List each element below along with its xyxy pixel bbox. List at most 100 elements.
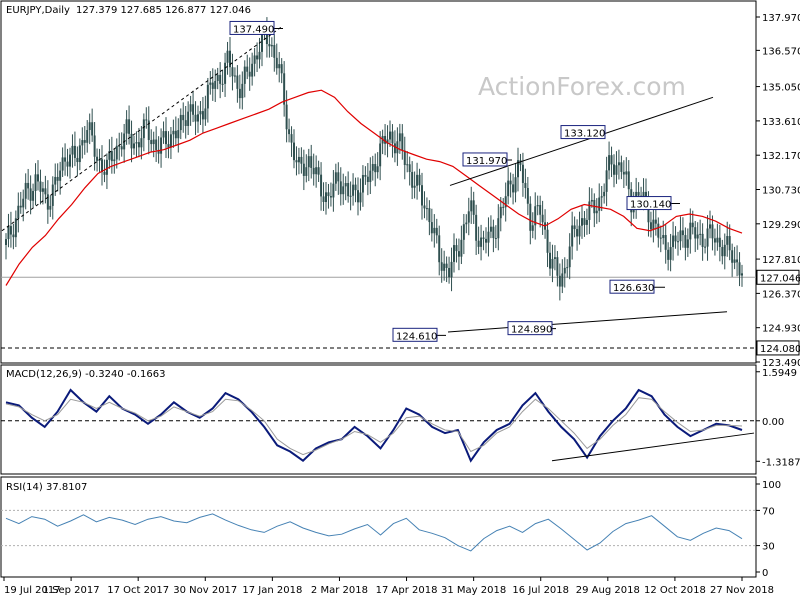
candle-body <box>723 244 726 257</box>
candle-body <box>332 183 335 198</box>
candle-body <box>273 45 276 58</box>
candle-body <box>327 192 330 197</box>
candle-body <box>642 191 645 198</box>
symbol-title: EURJPY,Daily <box>6 5 70 16</box>
candle-body <box>128 119 131 134</box>
candle-body <box>583 218 586 225</box>
candle-body <box>312 167 315 175</box>
candle-body <box>93 135 96 157</box>
candle-body <box>253 55 256 64</box>
candle-body <box>297 156 300 163</box>
candle-body <box>408 164 411 172</box>
candle-body <box>307 156 310 168</box>
candle-body <box>733 259 736 263</box>
price-axis-label: 126.370 <box>762 289 800 300</box>
candle-body <box>293 142 295 161</box>
rsi-axis-label: 100 <box>762 480 781 491</box>
time-axis-label: 27 Nov 2018 <box>710 585 774 596</box>
candle-body <box>477 240 480 247</box>
candle-body <box>189 104 192 112</box>
candle-body <box>352 184 355 196</box>
candle-body <box>214 80 217 89</box>
candle-body <box>664 235 667 250</box>
candle-body <box>206 84 209 109</box>
candle-body <box>204 108 207 120</box>
price-axis-label: 129.290 <box>762 220 800 231</box>
candle-body <box>150 140 153 145</box>
annotation-box <box>507 321 553 336</box>
candle-body <box>581 218 583 226</box>
candle-body <box>713 238 716 243</box>
rsi-panel-frame <box>0 476 757 578</box>
candle-body <box>526 187 529 204</box>
candle-body <box>435 227 438 236</box>
candle-body <box>605 170 608 192</box>
trendline-layer <box>1 25 728 333</box>
candle-body <box>221 83 224 85</box>
candle-body <box>539 205 542 215</box>
time-axis-label: 29 Aug 2018 <box>576 585 640 596</box>
candle-body <box>83 140 86 143</box>
candle-body <box>105 159 108 175</box>
candle-body <box>226 50 229 63</box>
candle-body <box>302 163 305 176</box>
candle-body <box>492 226 495 239</box>
candle-body <box>709 224 711 229</box>
channel-upper-line <box>449 96 714 186</box>
price-axis-label: 135.050 <box>762 83 800 94</box>
candle-body <box>56 176 59 181</box>
candle-body <box>556 257 559 276</box>
time-axis-label: 31 May 2018 <box>441 585 506 596</box>
candle-body <box>265 30 268 45</box>
candle-body <box>192 104 195 115</box>
support-level-tag <box>756 340 800 356</box>
candle-body <box>216 74 219 81</box>
candle-body <box>231 67 234 77</box>
support-level-label: 124.080 <box>760 344 800 355</box>
annotation-label: 130.140 <box>630 200 671 211</box>
candle-body <box>568 246 571 268</box>
candle-body <box>32 190 35 201</box>
candle-body <box>686 239 689 248</box>
candle-body <box>677 241 679 243</box>
candle-body <box>91 122 94 136</box>
candle-body <box>73 145 76 158</box>
candle-body <box>7 226 10 240</box>
candle-body <box>728 236 731 251</box>
candle-body <box>421 185 423 206</box>
candle-body <box>489 226 492 232</box>
candle-body <box>721 247 724 257</box>
time-axis-label: 17 Oct 2017 <box>107 585 169 596</box>
candle-body <box>482 237 485 239</box>
candle-body <box>280 64 283 74</box>
candle-body <box>536 205 539 207</box>
candle-body <box>701 233 704 247</box>
candle-body <box>78 145 81 163</box>
candle-body <box>145 119 148 121</box>
rsi-line <box>5 513 743 552</box>
rsi-axis-label: 0 <box>762 568 768 579</box>
time-axis-label: 17 Jan 2018 <box>242 585 302 596</box>
candle-body <box>285 104 288 130</box>
candle-body <box>17 205 20 219</box>
candle-body <box>211 82 214 89</box>
candle-body <box>61 157 64 171</box>
candle-body <box>167 144 170 148</box>
candle-body <box>275 57 278 69</box>
candle-body <box>706 228 709 247</box>
annotation-label: 137.490 <box>233 24 274 35</box>
candle-body <box>320 174 323 197</box>
candle-body <box>494 238 497 240</box>
candle-body <box>504 196 507 208</box>
candle-body <box>430 222 433 234</box>
candle-body <box>24 182 27 199</box>
candle-body <box>509 180 512 185</box>
candle-body <box>615 165 618 175</box>
sma-layer <box>5 89 743 286</box>
annotation-box <box>229 20 275 35</box>
candle-body <box>738 262 741 276</box>
candle-body <box>465 222 468 225</box>
candle-body <box>411 171 414 188</box>
candle-body <box>9 226 12 235</box>
